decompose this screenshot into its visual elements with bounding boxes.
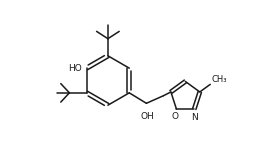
Text: N: N	[191, 113, 198, 122]
Text: CH₃: CH₃	[211, 75, 226, 84]
Text: HO: HO	[68, 64, 82, 73]
Text: O: O	[171, 112, 178, 121]
Text: OH: OH	[140, 112, 154, 121]
